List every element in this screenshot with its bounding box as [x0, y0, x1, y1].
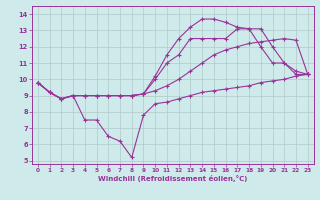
X-axis label: Windchill (Refroidissement éolien,°C): Windchill (Refroidissement éolien,°C)	[98, 175, 247, 182]
